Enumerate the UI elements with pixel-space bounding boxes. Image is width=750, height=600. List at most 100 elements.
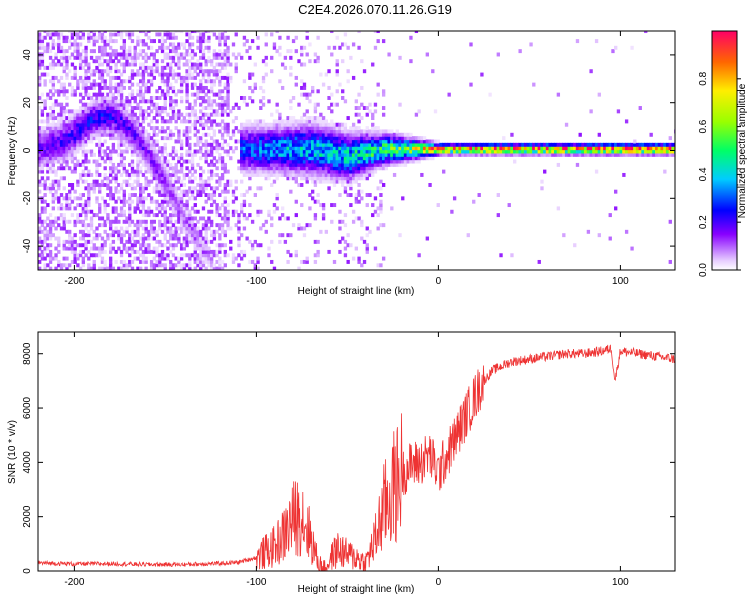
spectrogram-cell: [253, 239, 257, 244]
spectrogram-cell: [147, 89, 151, 94]
spectrogram-cell: [346, 149, 350, 154]
spectrogram-cell: [291, 162, 296, 167]
spectrogram-cell: [360, 223, 364, 228]
spectrogram-cell: [381, 142, 386, 147]
spectrogram-cell: [163, 45, 167, 50]
spectrogram-cell: [368, 159, 372, 164]
spectrogram-cell: [553, 149, 558, 154]
spectrogram-cell: [122, 166, 126, 171]
spectrogram-cell: [311, 142, 315, 147]
spectrogram-cell: [48, 49, 53, 54]
spectrogram-cell: [100, 102, 105, 107]
spectrogram-cell: [196, 253, 200, 258]
spectrogram-cell: [335, 136, 339, 141]
spectrogram-cell: [231, 259, 236, 264]
spectrogram-cell: [371, 159, 375, 164]
spectrogram-cell: [253, 119, 257, 124]
spectrogram-cell: [209, 249, 214, 254]
spectrogram-cell: [237, 139, 241, 144]
spectrogram-cell: [81, 223, 86, 228]
spectrogram-cell: [43, 256, 47, 261]
spectrogram-cell: [270, 55, 274, 60]
spectrogram-cell: [130, 69, 135, 74]
spectrogram-cell: [256, 266, 260, 270]
spectrogram-cell: [160, 156, 165, 161]
spectrogram-cell: [149, 65, 154, 70]
spectrogram-cell: [76, 122, 80, 127]
spectrogram-cell: [95, 166, 99, 171]
spectrogram-cell: [149, 69, 154, 74]
spectrogram-cell: [147, 166, 151, 171]
spectrogram-cell: [111, 149, 116, 154]
spectrogram-cell: [89, 72, 94, 77]
spectrogram-cell: [177, 55, 181, 60]
spectrogram-cell: [141, 142, 146, 147]
spectrogram-cell: [234, 146, 238, 151]
spectrogram-cell: [190, 112, 195, 117]
spectrogram-cell: [152, 249, 156, 254]
spectrogram-cell: [286, 132, 290, 137]
spectrogram-cell: [319, 122, 323, 127]
spectrogram-cell: [78, 35, 83, 40]
spectrogram-cell: [630, 152, 634, 157]
spectrogram-cell: [163, 223, 167, 228]
spectrogram-cell: [130, 259, 135, 264]
spectrogram-cell: [114, 39, 118, 44]
spectrogram-cell: [155, 183, 159, 187]
spectrogram-cell: [297, 223, 301, 228]
spectrogram-cell: [218, 129, 222, 134]
spectrogram-cell: [360, 156, 364, 161]
spectrogram-cell: [43, 179, 47, 184]
spectrogram-cell: [70, 109, 75, 114]
spectrogram-cell: [294, 139, 298, 144]
spectrogram-cell: [152, 146, 156, 151]
spectrogram-cell: [54, 266, 58, 270]
spectrogram-cell: [540, 152, 544, 157]
spectrogram-cell: [190, 31, 195, 34]
spectrogram-cell: [242, 132, 247, 137]
spectrogram-cell: [147, 213, 151, 218]
spectrogram-cell: [199, 102, 203, 107]
spectrogram-cell: [78, 253, 83, 258]
spectrogram-cell: [174, 193, 178, 197]
spectrogram-cell: [84, 223, 88, 228]
spectrogram-cell: [139, 99, 143, 104]
spectrogram-cell: [70, 116, 75, 121]
spectrogram-cell: [313, 102, 318, 107]
spectrogram-cell: [311, 196, 315, 201]
spectrogram-cell: [308, 159, 312, 164]
spectrogram-cell: [485, 142, 490, 147]
spectrogram-cell: [40, 249, 45, 254]
spectrogram-cell: [346, 176, 350, 181]
spectrogram-cell: [360, 139, 364, 144]
spectrogram-cell: [152, 39, 156, 44]
spectrogram-cell: [330, 92, 334, 97]
spectrogram-cell: [278, 52, 282, 57]
spectrogram-cell: [204, 69, 208, 74]
spectrogram-cell: [73, 122, 77, 127]
spectrogram-cell: [218, 102, 222, 107]
spectrogram-cell: [87, 169, 91, 174]
spectrogram-cell: [242, 169, 247, 174]
spectrogram-cell: [343, 32, 348, 37]
spectrogram-cell: [226, 62, 230, 67]
spectrogram-cell: [286, 156, 290, 161]
spectrogram-cell: [267, 152, 271, 157]
spectrogram-cell: [103, 152, 107, 157]
spectrogram-cell: [302, 159, 307, 164]
spectrogram-cell: [371, 166, 375, 171]
spectrogram-cell: [188, 196, 192, 201]
spectrogram-cell: [354, 142, 359, 147]
spectrogram-cell: [169, 199, 173, 204]
spectrogram-cell: [275, 146, 279, 151]
spectrogram-cell: [586, 229, 591, 234]
spectrogram-cell: [54, 122, 58, 127]
spectrogram-cell: [297, 119, 301, 124]
chart-title: C2E4.2026.070.11.26.G19: [298, 2, 452, 17]
spectrogram-cell: [160, 166, 165, 171]
spectrogram-cell: [311, 156, 315, 161]
spectrogram-cell: [163, 219, 167, 224]
spectrogram-cell: [51, 162, 55, 167]
spectrogram-cell: [431, 139, 435, 144]
spectrogram-cell: [289, 99, 293, 104]
